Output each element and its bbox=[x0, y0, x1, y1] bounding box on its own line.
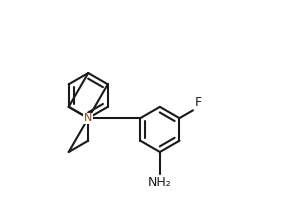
Text: N: N bbox=[84, 113, 92, 123]
Text: NH₂: NH₂ bbox=[148, 176, 172, 189]
Text: F: F bbox=[195, 96, 202, 109]
